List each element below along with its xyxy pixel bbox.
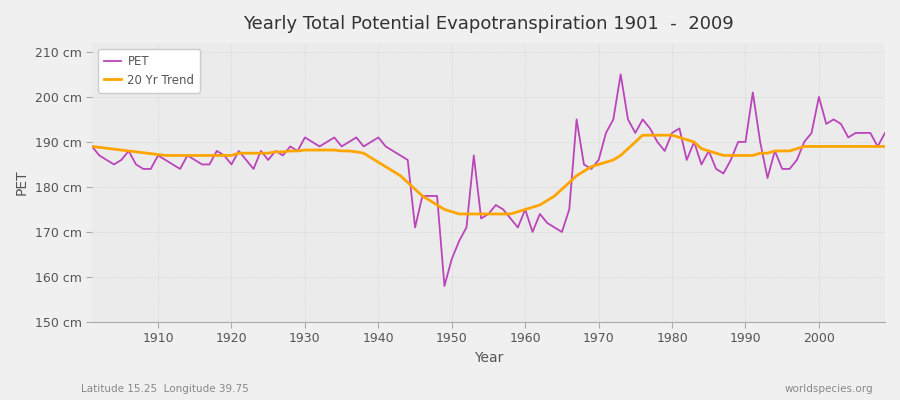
PET <box>439 284 450 288</box>
20 Yr Trend <box>86 144 97 149</box>
PET <box>879 130 890 135</box>
Text: worldspecies.org: worldspecies.org <box>785 384 873 394</box>
Line: PET: PET <box>92 74 885 286</box>
PET <box>351 135 362 140</box>
PET <box>616 72 626 77</box>
20 Yr Trend <box>616 153 626 158</box>
20 Yr Trend <box>351 150 362 154</box>
Line: 20 Yr Trend: 20 Yr Trend <box>92 135 885 214</box>
PET <box>307 140 318 144</box>
PET <box>527 230 538 234</box>
Text: Latitude 15.25  Longitude 39.75: Latitude 15.25 Longitude 39.75 <box>81 384 248 394</box>
X-axis label: Year: Year <box>473 351 503 365</box>
Y-axis label: PET: PET <box>15 170 29 195</box>
20 Yr Trend <box>307 148 318 152</box>
PET <box>623 117 634 122</box>
20 Yr Trend <box>879 144 890 149</box>
20 Yr Trend <box>454 212 464 216</box>
20 Yr Trend <box>637 133 648 138</box>
20 Yr Trend <box>520 207 531 212</box>
PET <box>145 166 156 171</box>
Title: Yearly Total Potential Evapotranspiration 1901  -  2009: Yearly Total Potential Evapotranspiratio… <box>243 15 734 33</box>
Legend: PET, 20 Yr Trend: PET, 20 Yr Trend <box>98 49 201 92</box>
PET <box>520 207 531 212</box>
20 Yr Trend <box>527 205 538 210</box>
20 Yr Trend <box>145 151 156 156</box>
PET <box>86 144 97 149</box>
